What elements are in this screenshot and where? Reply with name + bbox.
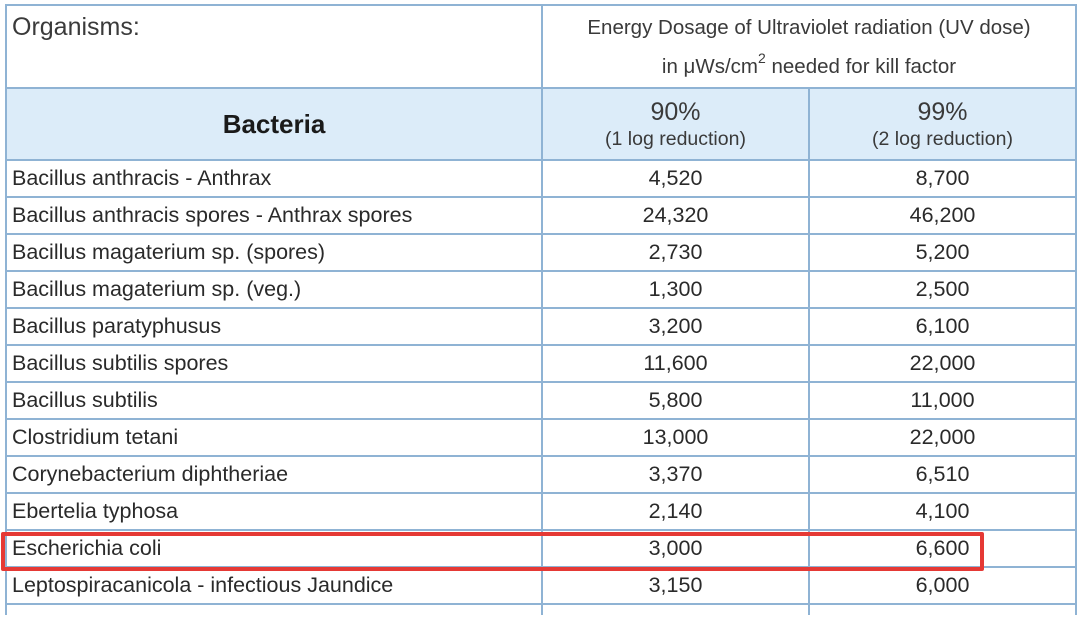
dose-90-value: 3,000 <box>541 529 810 568</box>
uv-header-line1: Energy Dosage of Ultraviolet radiation (… <box>587 15 1031 39</box>
uv-header-line2-prefix: in μWs/cm <box>661 54 758 78</box>
organism-name: Corynebacterium diphtheriae <box>5 455 543 494</box>
table-row: Escherichia coli 3,000 6,600 <box>5 529 1077 568</box>
uv-dose-header: Energy Dosage of Ultraviolet radiation (… <box>541 4 1077 89</box>
cutoff-cell <box>5 603 543 615</box>
table-row: Bacillus subtilis 5,800 11,000 <box>5 381 1077 420</box>
col-90-header: 90% (1 log reduction) <box>541 87 810 161</box>
dose-90-value: 5,800 <box>541 381 810 420</box>
bacteria-group-label: Bacteria <box>5 87 543 161</box>
organism-name: Leptospiracanicola - infectious Jaundice <box>5 566 543 605</box>
header-row-2: Bacteria 90% (1 log reduction) 99% (2 lo… <box>5 87 1077 161</box>
table-row: Bacillus subtilis spores 11,600 22,000 <box>5 344 1077 383</box>
cutoff-cell <box>541 603 810 615</box>
uv-dose-table-container: Organisms: Energy Dosage of Ultraviolet … <box>5 4 1077 615</box>
dose-99-value: 2,500 <box>808 270 1077 309</box>
col-90-note: (1 log reduction) <box>605 128 746 150</box>
organism-name: Bacillus magaterium sp. (veg.) <box>5 270 543 309</box>
dose-90-value: 13,000 <box>541 418 810 457</box>
uv-header-unit-superscript: 2 <box>758 49 766 66</box>
dose-99-value: 4,100 <box>808 492 1077 531</box>
col-90-value: 90% <box>650 98 701 126</box>
dose-90-value: 2,140 <box>541 492 810 531</box>
table-row: Corynebacterium diphtheriae 3,370 6,510 <box>5 455 1077 494</box>
dose-99-value: 22,000 <box>808 344 1077 383</box>
uv-dose-table: Organisms: Energy Dosage of Ultraviolet … <box>5 4 1077 615</box>
organism-name: Bacillus magaterium sp. (spores) <box>5 233 543 272</box>
table-row: Bacillus anthracis spores - Anthrax spor… <box>5 196 1077 235</box>
table-row: Bacillus magaterium sp. (spores) 2,730 5,2… <box>5 233 1077 272</box>
dose-99-value: 46,200 <box>808 196 1077 235</box>
dose-90-value: 3,200 <box>541 307 810 346</box>
organism-name: Escherichia coli <box>5 529 543 568</box>
table-row: Clostridium tetani 13,000 22,000 <box>5 418 1077 457</box>
organism-name: Bacillus subtilis spores <box>5 344 543 383</box>
col-99-value: 99% <box>917 98 968 126</box>
dose-99-value: 6,600 <box>808 529 1077 568</box>
table-row: Ebertelia typhosa 2,140 4,100 <box>5 492 1077 531</box>
organism-name: Bacillus anthracis spores - Anthrax spor… <box>5 196 543 235</box>
dose-90-value: 24,320 <box>541 196 810 235</box>
organism-name: Bacillus paratyphusus <box>5 307 543 346</box>
dose-99-value: 22,000 <box>808 418 1077 457</box>
organisms-label: Organisms: <box>5 4 543 89</box>
table-row: Bacillus magaterium sp. (veg.) 1,300 2,500 <box>5 270 1077 309</box>
col-99-note: (2 log reduction) <box>872 128 1013 150</box>
organism-name: Ebertelia typhosa <box>5 492 543 531</box>
dose-99-value: 6,100 <box>808 307 1077 346</box>
table-row: Bacillus anthracis - Anthrax 4,520 8,700 <box>5 159 1077 198</box>
dose-90-value: 3,370 <box>541 455 810 494</box>
organism-name: Clostridium tetani <box>5 418 543 457</box>
dose-99-value: 6,000 <box>808 566 1077 605</box>
dose-90-value: 1,300 <box>541 270 810 309</box>
dose-90-value: 3,150 <box>541 566 810 605</box>
dose-99-value: 11,000 <box>808 381 1077 420</box>
cutoff-cell <box>808 603 1077 615</box>
header-row-1: Organisms: Energy Dosage of Ultraviolet … <box>5 4 1077 89</box>
table-row-cutoff <box>5 603 1077 615</box>
table-row: Bacillus paratyphusus 3,200 6,100 <box>5 307 1077 346</box>
uv-header-line2-suffix: needed for kill factor <box>765 54 957 78</box>
table-row: Leptospiracanicola - infectious Jaundice… <box>5 566 1077 605</box>
dose-90-value: 4,520 <box>541 159 810 198</box>
organism-name: Bacillus anthracis - Anthrax <box>5 159 543 198</box>
col-99-header: 99% (2 log reduction) <box>808 87 1077 161</box>
dose-99-value: 6,510 <box>808 455 1077 494</box>
dose-90-value: 11,600 <box>541 344 810 383</box>
dose-99-value: 8,700 <box>808 159 1077 198</box>
organism-name: Bacillus subtilis <box>5 381 543 420</box>
dose-99-value: 5,200 <box>808 233 1077 272</box>
dose-90-value: 2,730 <box>541 233 810 272</box>
